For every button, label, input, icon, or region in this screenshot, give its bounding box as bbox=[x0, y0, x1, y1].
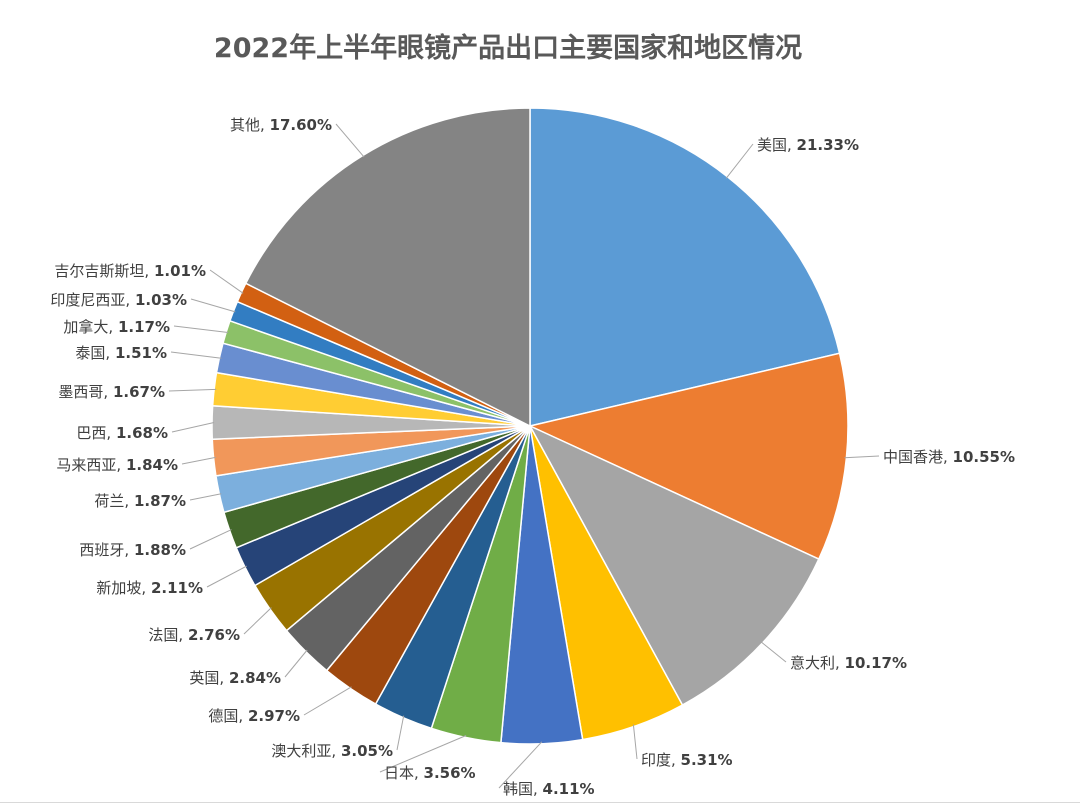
data-label-value: 17.60% bbox=[270, 116, 332, 134]
leader-line bbox=[335, 123, 365, 158]
data-label-category: 马来西亚, bbox=[56, 456, 126, 474]
data-label: 澳大利亚, 3.05% bbox=[271, 742, 393, 760]
data-label-value: 1.03% bbox=[135, 291, 187, 309]
data-label-category: 韩国, bbox=[503, 780, 543, 798]
data-label: 马来西亚, 1.84% bbox=[56, 456, 178, 474]
data-label-category: 加拿大, bbox=[63, 318, 118, 336]
data-label-category: 美国, bbox=[757, 136, 797, 154]
data-label-category: 英国, bbox=[189, 669, 229, 687]
data-label-value: 2.76% bbox=[188, 626, 240, 644]
leader-line bbox=[396, 715, 405, 751]
data-label: 英国, 2.84% bbox=[189, 669, 281, 687]
data-label: 墨西哥, 1.67% bbox=[58, 383, 165, 401]
data-label-value: 4.11% bbox=[543, 780, 595, 798]
data-label: 中国香港, 10.55% bbox=[883, 448, 1015, 466]
data-label-category: 德国, bbox=[208, 707, 248, 725]
leader-line bbox=[189, 493, 222, 501]
leader-line bbox=[171, 422, 215, 433]
leader-line bbox=[168, 388, 217, 392]
pie-slices bbox=[211, 107, 849, 745]
data-label: 泰国, 1.51% bbox=[75, 344, 167, 362]
data-label: 新加坡, 2.11% bbox=[96, 579, 203, 597]
data-label: 意大利, 10.17% bbox=[790, 654, 907, 672]
data-label: 法国, 2.76% bbox=[148, 626, 240, 644]
data-label-category: 墨西哥, bbox=[58, 383, 113, 401]
leader-line bbox=[632, 724, 638, 760]
leader-line bbox=[170, 351, 222, 359]
data-label-category: 荷兰, bbox=[94, 492, 134, 510]
data-label-value: 10.17% bbox=[845, 654, 907, 672]
data-label-value: 1.87% bbox=[134, 492, 186, 510]
chart-title: 2022年上半年眼镜产品出口主要国家和地区情况 bbox=[213, 33, 803, 64]
data-label-category: 法国, bbox=[148, 626, 188, 644]
data-labels: 美国, 21.33% 中国香港, 10.55% 意大利, 10.17% 印度, 5.3… bbox=[50, 116, 1015, 798]
data-label: 日本, 3.56% bbox=[384, 764, 476, 782]
data-label: 荷兰, 1.87% bbox=[94, 492, 186, 510]
data-label-value: 1.01% bbox=[154, 262, 206, 280]
data-label-category: 吉尔吉斯斯坦, bbox=[54, 262, 154, 280]
leader-line bbox=[725, 143, 754, 179]
data-label-category: 中国香港, bbox=[883, 448, 953, 466]
data-label-category: 泰国, bbox=[75, 344, 115, 362]
data-label: 美国, 21.33% bbox=[757, 136, 859, 154]
leader-line bbox=[844, 455, 880, 459]
data-label: 其他, 17.60% bbox=[230, 116, 332, 134]
data-label-value: 3.56% bbox=[424, 764, 476, 782]
leader-line bbox=[284, 649, 308, 678]
data-label-value: 1.51% bbox=[115, 344, 167, 362]
leader-line bbox=[379, 735, 467, 773]
data-label-category: 其他, bbox=[230, 116, 270, 134]
leader-lines bbox=[168, 123, 880, 789]
leader-line bbox=[189, 529, 232, 550]
data-label: 吉尔吉斯斯坦, 1.01% bbox=[54, 262, 206, 280]
data-label-value: 5.31% bbox=[681, 751, 733, 769]
data-label-value: 21.33% bbox=[797, 136, 859, 154]
data-label-category: 巴西, bbox=[76, 424, 116, 442]
data-label-value: 1.68% bbox=[116, 424, 168, 442]
data-label-category: 印度, bbox=[641, 751, 681, 769]
data-label: 印度尼西亚, 1.03% bbox=[50, 291, 187, 309]
data-label: 西班牙, 1.88% bbox=[79, 541, 186, 559]
data-label-value: 1.88% bbox=[134, 541, 186, 559]
leader-line bbox=[209, 269, 244, 294]
data-label-category: 澳大利亚, bbox=[271, 742, 341, 760]
data-label-value: 2.97% bbox=[248, 707, 300, 725]
data-label-category: 新加坡, bbox=[96, 579, 151, 597]
data-label-value: 2.11% bbox=[151, 579, 203, 597]
data-label-category: 印度尼西亚, bbox=[50, 291, 135, 309]
data-label-category: 西班牙, bbox=[79, 541, 134, 559]
leader-line bbox=[173, 325, 229, 333]
data-label-category: 意大利, bbox=[790, 654, 845, 672]
data-label-value: 1.67% bbox=[113, 383, 165, 401]
data-label: 加拿大, 1.17% bbox=[63, 318, 170, 336]
data-label-value: 3.05% bbox=[341, 742, 393, 760]
leader-line bbox=[190, 298, 236, 313]
data-label: 德国, 2.97% bbox=[208, 707, 300, 725]
data-label-value: 1.17% bbox=[118, 318, 170, 336]
data-label: 印度, 5.31% bbox=[641, 751, 733, 769]
data-label-value: 10.55% bbox=[953, 448, 1015, 466]
data-label-value: 1.84% bbox=[126, 456, 178, 474]
data-label-category: 日本, bbox=[384, 764, 424, 782]
leader-line bbox=[243, 607, 272, 635]
leader-line bbox=[303, 686, 352, 716]
divider bbox=[0, 802, 1080, 803]
data-label: 韩国, 4.11% bbox=[503, 780, 595, 798]
leader-line bbox=[206, 565, 247, 588]
leader-line bbox=[181, 456, 216, 465]
leader-line bbox=[760, 641, 787, 663]
data-label-value: 2.84% bbox=[229, 669, 281, 687]
leader-line bbox=[498, 741, 543, 789]
data-label: 巴西, 1.68% bbox=[76, 424, 168, 442]
